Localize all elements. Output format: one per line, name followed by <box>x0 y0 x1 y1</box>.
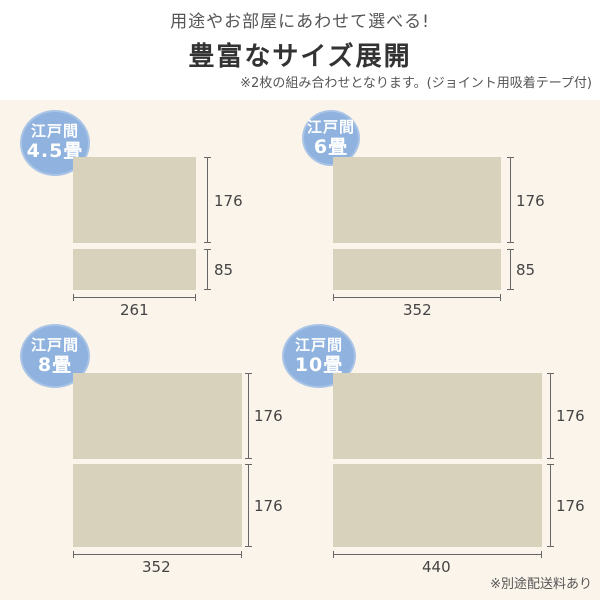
dimension-top: 176 <box>516 192 545 210</box>
dimension-width: 352 <box>403 301 432 319</box>
shipping-note: ※別途配送料あり <box>490 577 592 592</box>
header: 用途やお部屋にあわせて選べる! 豊富なサイズ展開 ※2枚の組み合わせとなります。… <box>0 0 600 100</box>
dimension-bottom: 85 <box>516 261 536 279</box>
mat-panel-top <box>333 373 542 459</box>
dimension-top: 176 <box>214 192 243 210</box>
dimension-line-bottom <box>245 464 252 547</box>
size-badge-line1: 江戸間 <box>30 336 79 354</box>
dimension-line-width <box>333 294 501 301</box>
header-note: ※2枚の組み合わせとなります。(ジョイント用吸着テープ付) <box>240 76 592 91</box>
mat-panel-top <box>333 157 501 243</box>
mat-panel-top <box>73 373 242 459</box>
size-badge: 江戸間 6畳 <box>304 112 358 164</box>
dimension-line-width <box>73 551 242 558</box>
dimension-line-width <box>73 294 196 301</box>
mat-panel-bottom <box>73 249 196 290</box>
mat-panel-bottom <box>333 464 542 547</box>
mat-panel-bottom <box>73 464 242 547</box>
dimension-line-top <box>204 157 211 243</box>
size-badge: 江戸間 4.5畳 <box>22 112 88 174</box>
dimension-line-bottom <box>547 464 554 547</box>
size-badge-line2: 8畳 <box>37 354 73 376</box>
dimension-top: 176 <box>254 407 283 425</box>
mat-panel-top <box>73 157 196 243</box>
size-badge-line1: 江戸間 <box>294 336 343 354</box>
dimension-bottom: 176 <box>556 497 585 515</box>
size-badge-line2: 4.5畳 <box>26 140 84 162</box>
dimension-bottom: 176 <box>254 497 283 515</box>
dimension-width: 261 <box>120 301 149 319</box>
dimension-line-top <box>547 373 554 459</box>
dimension-line-top <box>245 373 252 459</box>
dimension-line-width <box>333 551 542 558</box>
dimension-line-bottom <box>204 249 211 290</box>
size-badge-line1: 江戸間 <box>306 118 355 136</box>
dimension-width: 440 <box>422 558 451 576</box>
mat-panel-bottom <box>333 249 501 290</box>
size-badge-line2: 6畳 <box>313 136 349 158</box>
size-badge-line2: 10畳 <box>294 354 344 376</box>
dimension-top: 176 <box>556 407 585 425</box>
dimension-bottom: 85 <box>214 261 234 279</box>
dimension-line-top <box>507 157 514 243</box>
size-badge-line1: 江戸間 <box>30 122 79 140</box>
subtitle: 用途やお部屋にあわせて選べる! <box>170 12 430 32</box>
dimension-line-bottom <box>507 249 514 290</box>
dimension-width: 352 <box>142 558 171 576</box>
page-title: 豊富なサイズ展開 <box>188 42 412 72</box>
